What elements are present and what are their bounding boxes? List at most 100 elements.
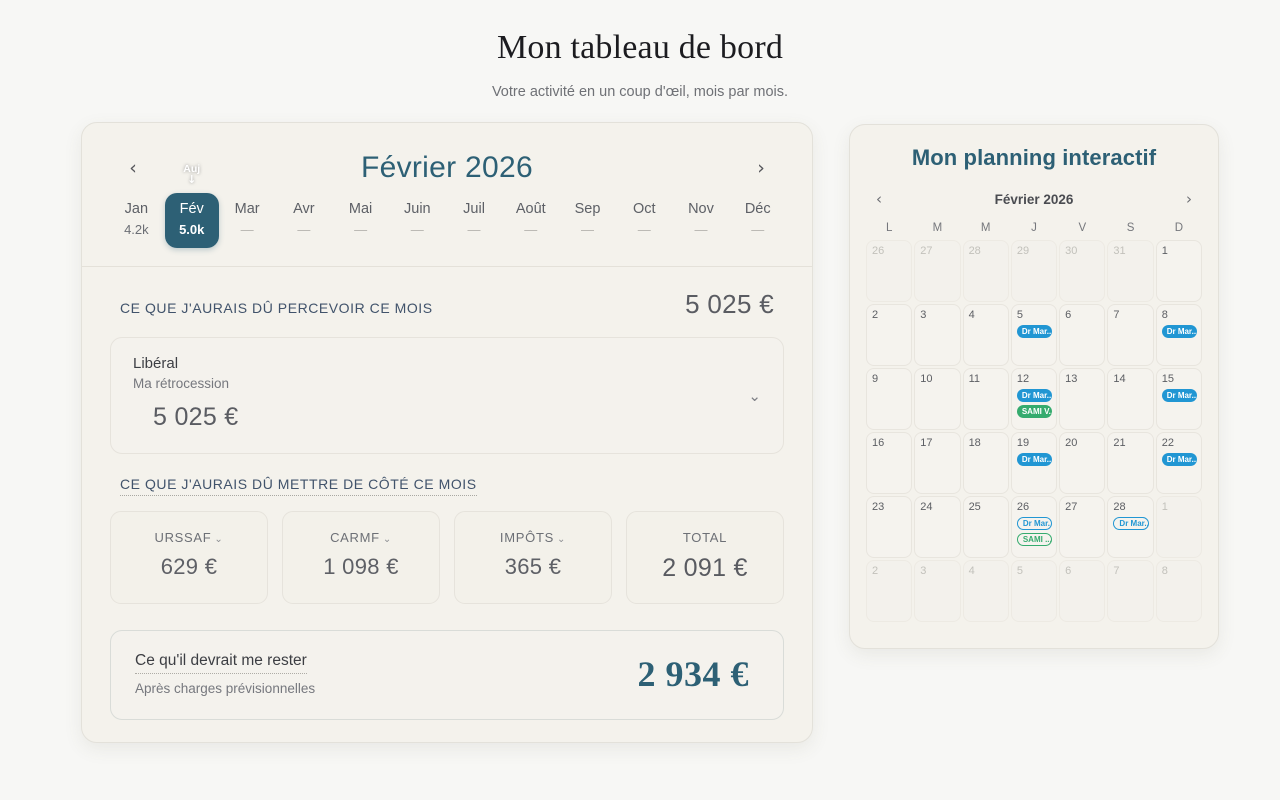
calendar-day-cell[interactable]: 28 Dr Mar... (1107, 496, 1154, 558)
calendar-event-chip[interactable]: Dr Mar... (1016, 453, 1053, 467)
calendar-day-cell[interactable]: 27 (1059, 496, 1106, 558)
calendar-day-cell[interactable]: 7 (1107, 304, 1154, 366)
month-tab-name: Déc (744, 201, 771, 217)
calendar-day-cell[interactable]: 30 (1059, 240, 1106, 302)
month-tab-value: — (354, 221, 368, 237)
calendar-event-chip[interactable]: Dr Mar... (1016, 389, 1053, 403)
calendar-event-chip[interactable]: Dr Mar... (1113, 517, 1149, 531)
month-tab-mar[interactable]: Mar — (219, 193, 276, 248)
calendar-week-row: 2 3 4 5 Dr Mar... 6 7 8 Dr Mar... (866, 304, 1202, 366)
income-label: CE QUE J'AURAIS DÛ PERCEVOIR CE MOIS (120, 300, 433, 317)
month-tab-sep[interactable]: Sep — (559, 193, 616, 248)
calendar-day-number: 22 (1161, 437, 1174, 449)
income-entry-card[interactable]: Libéral Ma rétrocession 5 025 € ⌄ (110, 337, 784, 455)
calendar-day-cell[interactable]: 9 (866, 368, 913, 430)
next-month-button[interactable]: › (748, 155, 774, 181)
calendar-day-cell[interactable]: 10 (914, 368, 961, 430)
month-tab-value: — (297, 221, 311, 237)
calendar-day-cell[interactable]: 16 (866, 432, 913, 494)
calendar-day-cell[interactable]: 21 (1107, 432, 1154, 494)
calendar-day-cell[interactable]: 1 (1155, 240, 1202, 302)
calendar-event-chip[interactable]: Dr Mar... (1161, 325, 1197, 339)
savings-tile-impts[interactable]: IMPÔTS ⌄ 365 € (454, 511, 612, 605)
prev-month-button[interactable]: ‹ (120, 155, 146, 181)
calendar-day-number: 29 (1016, 245, 1030, 257)
calendar-day-cell[interactable]: 8 (1155, 560, 1202, 622)
calendar-event-chip[interactable]: Dr Mar... (1016, 325, 1053, 339)
month-tab-oct[interactable]: Oct — (616, 193, 673, 248)
calendar-day-cell[interactable]: 4 (962, 304, 1009, 366)
calendar-day-cell[interactable]: 25 (962, 496, 1009, 558)
month-tab-name: Avr (293, 201, 315, 217)
month-tab-nov[interactable]: Nov — (673, 193, 730, 248)
calendar-day-cell[interactable]: 6 (1059, 560, 1106, 622)
calendar-day-number: 4 (968, 565, 975, 577)
calendar-day-cell[interactable]: 19 Dr Mar... (1010, 432, 1058, 494)
calendar-day-cell[interactable]: 31 (1107, 240, 1154, 302)
calendar-day-cell[interactable]: 23 (866, 496, 913, 558)
savings-tile-urssaf[interactable]: URSSAF ⌄ 629 € (110, 511, 268, 605)
calendar-day-cell[interactable]: 22 Dr Mar... (1155, 432, 1202, 494)
calendar-day-cell[interactable]: 1 (1155, 496, 1202, 558)
savings-tile-carmf[interactable]: CARMF ⌄ 1 098 € (282, 511, 440, 605)
month-tab-déc[interactable]: Déc — (729, 193, 786, 248)
month-tab-août[interactable]: Août — (502, 193, 559, 248)
calendar-day-cell[interactable]: 11 (962, 368, 1009, 430)
calendar-day-cell[interactable]: 2 (866, 304, 913, 366)
calendar-day-cell[interactable]: 2 (866, 560, 913, 622)
calendar-day-cell[interactable]: 5 (1010, 560, 1058, 622)
savings-tile-total[interactable]: TOTAL 2 091 € (626, 511, 784, 605)
calendar-day-number: 10 (920, 373, 933, 385)
calendar-day-cell[interactable]: 24 (914, 496, 961, 558)
calendar-day-cell[interactable]: 3 (914, 304, 961, 366)
calendar-day-cell[interactable]: 29 (1010, 240, 1058, 302)
calendar-day-number: 27 (1065, 501, 1078, 513)
calendar-day-cell[interactable]: 28 (962, 240, 1009, 302)
calendar-event-chip[interactable]: Dr Mar... (1016, 517, 1053, 531)
month-tab-name: Juin (404, 201, 431, 217)
calendar-weekday: M (932, 222, 943, 234)
chevron-down-icon[interactable]: ⌄ (214, 534, 224, 546)
calendar-day-cell[interactable]: 4 (962, 560, 1009, 622)
month-tab-name: Jan (124, 201, 149, 217)
calendar-next-button[interactable]: › (1186, 190, 1192, 208)
calendar-day-cell[interactable]: 20 (1059, 432, 1106, 494)
calendar-day-cell[interactable]: 12 Dr Mar... SAMI V... (1010, 368, 1058, 430)
month-tab-value: — (240, 221, 254, 237)
calendar-day-cell[interactable]: 14 (1107, 368, 1154, 430)
calendar-event-chip[interactable]: SAMI V... (1016, 405, 1053, 419)
calendar-event-chip[interactable]: SAMI ... (1016, 533, 1053, 547)
calendar-event-chip[interactable]: Dr Mar... (1161, 389, 1197, 403)
calendar-day-number: 23 (872, 501, 885, 513)
calendar-day-number: 1 (1161, 501, 1168, 513)
calendar-day-cell[interactable]: 7 (1107, 560, 1154, 622)
calendar-day-number: 18 (968, 437, 981, 449)
chevron-down-icon[interactable]: ⌄ (382, 534, 392, 546)
calendar-day-number: 28 (968, 245, 981, 257)
calendar-day-cell[interactable]: 6 (1059, 304, 1106, 366)
calendar-day-cell[interactable]: 3 (914, 560, 961, 622)
calendar-day-cell[interactable]: 15 Dr Mar... (1155, 368, 1202, 430)
month-tab-avr[interactable]: Avr — (275, 193, 332, 248)
chevron-down-icon[interactable]: ⌄ (556, 534, 567, 546)
calendar-day-cell[interactable]: 26 Dr Mar... SAMI ... (1010, 496, 1058, 558)
month-tab-juil[interactable]: Juil — (446, 193, 503, 248)
calendar-day-cell[interactable]: 26 (866, 240, 913, 302)
calendar-day-cell[interactable]: 27 (914, 240, 961, 302)
month-tab-jan[interactable]: Jan 4.2k (108, 193, 165, 248)
month-tab-fév[interactable]: Auj ↓ Fév 5.0k (164, 163, 219, 249)
chevron-down-icon[interactable]: ⌄ (748, 386, 761, 405)
calendar-day-cell[interactable]: 17 (914, 432, 961, 494)
income-amount: 5 025 € (685, 289, 774, 320)
month-tab-name: Oct (632, 201, 656, 217)
calendar-day-cell[interactable]: 8 Dr Mar... (1155, 304, 1202, 366)
calendar-day-cell[interactable]: 13 (1059, 368, 1106, 430)
calendar-day-cell[interactable]: 18 (962, 432, 1009, 494)
calendar-day-number: 8 (1161, 565, 1168, 577)
calendar-weekday: L (885, 222, 893, 234)
month-tab-mai[interactable]: Mai — (332, 193, 389, 248)
calendar-day-cell[interactable]: 5 Dr Mar... (1010, 304, 1058, 366)
month-tab-juin[interactable]: Juin — (389, 193, 446, 248)
calendar-prev-button[interactable]: ‹ (876, 190, 882, 208)
calendar-event-chip[interactable]: Dr Mar... (1161, 453, 1197, 467)
